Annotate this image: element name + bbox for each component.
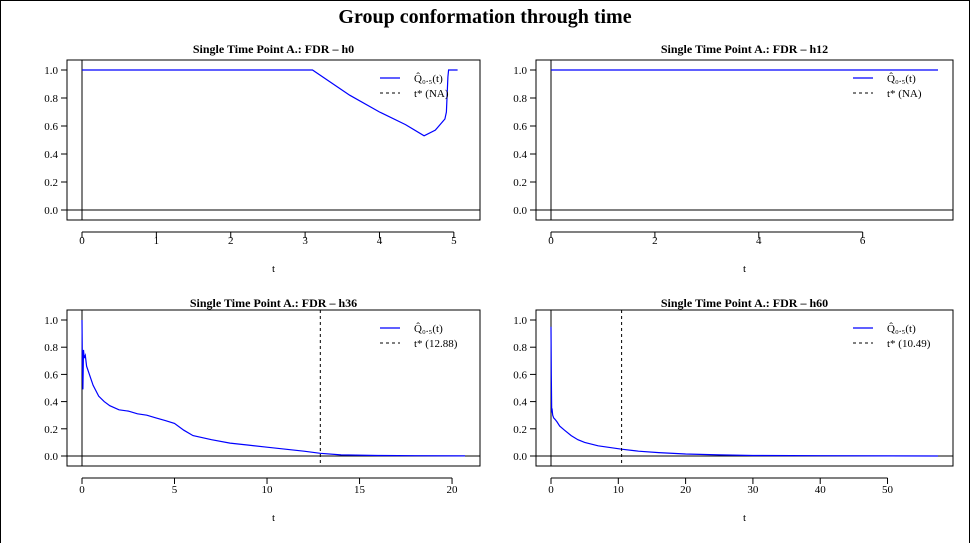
y-tick-label: 0.2: [513, 424, 527, 436]
legend-threshold-label: t* (12.88): [414, 338, 458, 350]
panel-title: Single Time Point A.: FDR – h0: [193, 42, 354, 56]
x-tick-label: 1: [154, 235, 160, 247]
legend-series-label: Q̂₀.₅(t): [887, 72, 916, 85]
series-line: [82, 69, 458, 137]
figure-title: Group conformation through time: [338, 6, 632, 28]
y-tick-label: 0.2: [44, 424, 58, 436]
x-tick-label: 6: [860, 235, 866, 247]
x-tick-label: 4: [377, 235, 383, 247]
plot-box: [66, 309, 481, 467]
series-line: [81, 319, 466, 457]
panel-title: Single Time Point A.: FDR – h60: [661, 296, 828, 310]
y-tick-label: 1.0: [513, 65, 527, 77]
x-tick-label: 50: [882, 484, 894, 496]
x-tick-label: 15: [354, 484, 366, 496]
x-axis-label: t: [743, 512, 746, 524]
x-axis-label: t: [272, 263, 275, 275]
x-tick-label: 2: [652, 235, 658, 247]
y-tick-label: 1.0: [44, 315, 58, 327]
y-tick-label: 0.4: [513, 149, 527, 161]
y-tick-label: 0.4: [44, 149, 58, 161]
legend-series-label: Q̂₀.₅(t): [414, 322, 443, 335]
y-tick-label: 0.6: [513, 121, 527, 133]
y-tick-label: 0.8: [44, 342, 58, 354]
y-tick-label: 1.0: [44, 65, 58, 77]
y-tick-label: 0.0: [513, 451, 527, 463]
y-tick-label: 0.4: [513, 397, 527, 409]
x-tick-label: 5: [451, 235, 457, 247]
plot-box: [66, 59, 481, 221]
y-tick-label: 0.2: [513, 177, 527, 189]
panel-3: Single Time Point A.: FDR – h36 0.0 0.2 0.4…: [44, 296, 481, 524]
legend-threshold-label: t* (NA): [887, 88, 922, 100]
panel-2: Single Time Point A.: FDR – h12 0.0 0.2 0.4…: [513, 42, 954, 275]
y-tick-label: 1.0: [513, 315, 527, 327]
y-tick-label: 0.6: [513, 369, 527, 381]
y-tick-label: 0.0: [44, 205, 58, 217]
x-axis-label: t: [272, 512, 275, 524]
x-tick-label: 10: [613, 484, 625, 496]
x-axis-label: t: [743, 263, 746, 275]
y-tick-label: 0.8: [44, 93, 58, 105]
panel-4: Single Time Point A.: FDR – h60 0.0 0.2 0.4…: [513, 296, 954, 524]
frame-top-border: [0, 0, 970, 1]
panel-title: Single Time Point A.: FDR – h12: [661, 42, 828, 56]
y-tick-label: 0.2: [44, 177, 58, 189]
legend-series-label: Q̂₀.₅(t): [414, 72, 443, 85]
series-line: [550, 326, 939, 457]
legend-threshold-label: t* (10.49): [887, 338, 931, 350]
frame-left-border: [0, 0, 1, 543]
y-tick-label: 0.8: [513, 93, 527, 105]
x-tick-label: 3: [302, 235, 308, 247]
legend-series-label: Q̂₀.₅(t): [887, 322, 916, 335]
x-tick-label: 0: [548, 235, 554, 247]
panel-title: Single Time Point A.: FDR – h36: [190, 296, 357, 310]
x-tick-label: 4: [756, 235, 762, 247]
x-tick-label: 40: [815, 484, 827, 496]
plot-box: [535, 59, 954, 221]
legend-threshold-label: t* (NA): [414, 88, 449, 100]
y-tick-label: 0.8: [513, 342, 527, 354]
panel-1: Single Time Point A.: FDR – h0 0.0 0.2 0.4 0…: [44, 42, 481, 275]
x-tick-label: 2: [228, 235, 234, 247]
y-tick-label: 0.0: [513, 205, 527, 217]
y-tick-label: 0.4: [44, 397, 58, 409]
x-tick-label: 20: [680, 484, 692, 496]
x-tick-label: 0: [548, 484, 554, 496]
y-tick-label: 0.6: [44, 369, 58, 381]
x-tick-label: 5: [172, 484, 178, 496]
x-tick-label: 30: [747, 484, 759, 496]
x-tick-label: 20: [447, 484, 459, 496]
plot-box: [535, 309, 954, 467]
x-tick-label: 0: [79, 484, 85, 496]
y-tick-label: 0.0: [44, 451, 58, 463]
x-tick-label: 10: [262, 484, 274, 496]
y-tick-label: 0.6: [44, 121, 58, 133]
x-tick-label: 0: [79, 235, 85, 247]
